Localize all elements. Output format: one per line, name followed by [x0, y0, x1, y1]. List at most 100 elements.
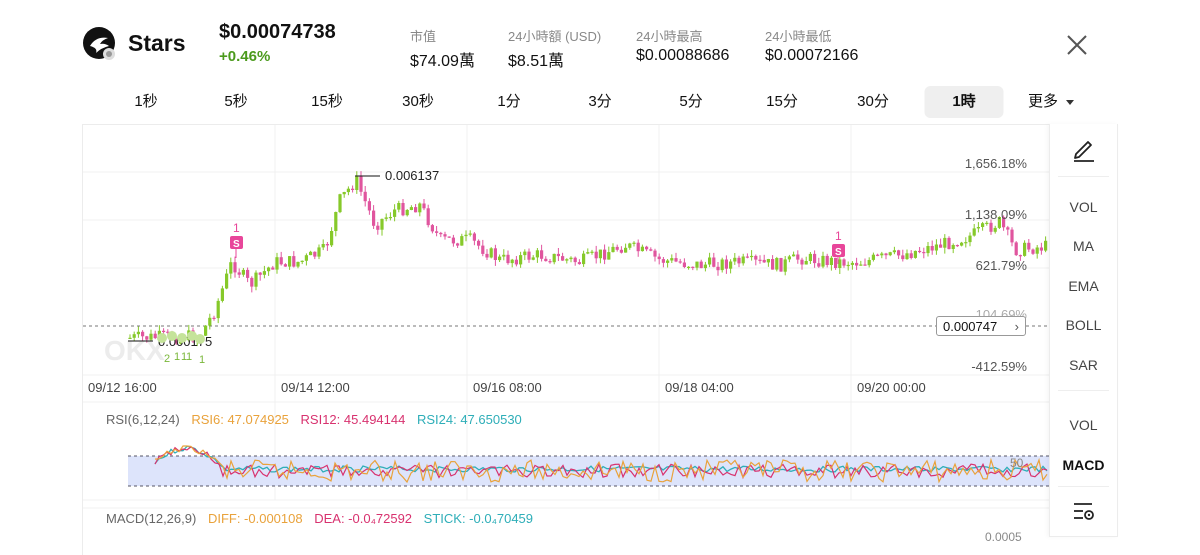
macd-title: MACD(12,26,9): [106, 511, 197, 526]
candle-body: [342, 192, 346, 195]
candlesticks: [128, 171, 1048, 347]
rsi6-line: [154, 445, 1048, 484]
candle-body: [598, 249, 602, 259]
candle-body: [451, 237, 455, 244]
candle-body: [477, 240, 481, 246]
candle-body: [1023, 242, 1027, 256]
candle-body: [787, 256, 791, 260]
candle-body: [1039, 247, 1043, 251]
candle-body: [951, 245, 955, 249]
buy-marker-count: 1: [186, 351, 192, 363]
rsi6-value: RSI6: 47.074925: [191, 412, 289, 427]
candle-body: [204, 325, 208, 336]
candle-body: [708, 257, 712, 265]
candle-body: [527, 251, 531, 260]
indicator-vol[interactable]: VOL: [1069, 199, 1098, 215]
candle-body: [435, 231, 439, 233]
candle-body: [750, 255, 754, 258]
candle-body: [666, 260, 670, 263]
candle-body: [636, 242, 640, 252]
indicator-boll[interactable]: BOLL: [1065, 317, 1102, 333]
buy-marker: [195, 334, 205, 344]
tab-15m[interactable]: 15分: [766, 93, 798, 110]
candle-body: [607, 252, 611, 260]
indicator-sidebar: VOL MA EMA BOLL SAR VOL MACD: [1049, 124, 1118, 537]
candle-body: [376, 225, 380, 230]
candle-body: [729, 261, 733, 269]
candle-body: [569, 257, 573, 260]
candle-body: [422, 203, 426, 209]
stat-label: 24小時最低: [765, 29, 832, 44]
rsi-legend: RSI(6,12,24) RSI6: 47.074925 RSI12: 45.4…: [106, 412, 530, 427]
candle-body: [745, 256, 749, 258]
current-price: $0.00074738: [219, 21, 336, 43]
indicator-settings-icon[interactable]: [1072, 500, 1096, 522]
buy-marker-count: 1: [181, 351, 187, 363]
candle-body: [691, 266, 695, 268]
tab-1m[interactable]: 1分: [497, 93, 521, 110]
tab-1h[interactable]: 1時: [924, 86, 1004, 118]
candle-body: [645, 246, 649, 250]
candle-body: [246, 269, 250, 278]
candle-body: [523, 251, 527, 256]
current-price-tag[interactable]: 0.000747 ›: [936, 316, 1026, 336]
sub-indicator-vol[interactable]: VOL: [1069, 417, 1098, 433]
candle-body: [317, 247, 321, 257]
tab-30s[interactable]: 30秒: [402, 93, 434, 110]
pen-draw-icon[interactable]: [1071, 136, 1097, 162]
sell-marker-badge: [230, 236, 243, 249]
candle-body: [145, 336, 149, 340]
candle-body: [481, 245, 485, 254]
close-icon[interactable]: [1064, 32, 1090, 58]
candle-body: [405, 210, 409, 216]
candle-body: [447, 236, 451, 238]
tab-3m[interactable]: 3分: [588, 93, 612, 110]
candle-body: [359, 176, 363, 192]
tab-5m[interactable]: 5分: [679, 93, 703, 110]
candle-body: [401, 203, 405, 216]
sell-marker-count: 1: [233, 221, 240, 235]
candle-body: [766, 259, 770, 263]
more-intervals-dropdown[interactable]: 更多: [1028, 86, 1075, 118]
tab-1s[interactable]: 1秒: [134, 93, 158, 110]
candle-body: [1044, 240, 1048, 251]
candle-body: [1014, 242, 1018, 256]
candle-body: [724, 259, 728, 269]
candle-body: [1006, 227, 1010, 230]
y-axis-label: -412.59%: [971, 359, 1027, 374]
candle-body: [943, 237, 947, 248]
candle-body: [456, 243, 460, 246]
buy-marker-count: 1: [199, 354, 205, 366]
candle-body: [603, 249, 607, 260]
candle-body: [510, 259, 514, 264]
candle-body: [821, 255, 825, 267]
candle-body: [842, 259, 846, 266]
tab-15s[interactable]: 15秒: [311, 93, 343, 110]
candle-body: [838, 259, 842, 268]
chart-panel[interactable]: [82, 124, 1117, 555]
tab-30m[interactable]: 30分: [857, 93, 889, 110]
candle-body: [397, 203, 401, 210]
indicator-ema[interactable]: EMA: [1068, 278, 1099, 294]
candle-body: [985, 222, 989, 224]
candle-body: [590, 251, 594, 253]
candle-body: [981, 223, 985, 227]
stat-volume: 24小時額 (USD) $8.51萬: [508, 26, 601, 71]
candle-body: [409, 207, 413, 210]
candle-body: [989, 222, 993, 232]
candle-body: [393, 209, 397, 217]
indicator-sar[interactable]: SAR: [1069, 357, 1098, 373]
candle-body: [519, 255, 523, 265]
candle-body: [577, 262, 581, 265]
candle-body: [582, 253, 586, 265]
candle-body: [880, 253, 884, 256]
sub-indicator-macd[interactable]: MACD: [1062, 457, 1105, 473]
candle-body: [132, 334, 136, 338]
tab-5s[interactable]: 5秒: [224, 93, 248, 110]
candle-body: [846, 264, 850, 267]
candle-body: [166, 331, 170, 333]
sell-marker-letter: S: [835, 247, 842, 258]
indicator-ma[interactable]: MA: [1073, 238, 1094, 254]
candle-body: [250, 277, 254, 287]
